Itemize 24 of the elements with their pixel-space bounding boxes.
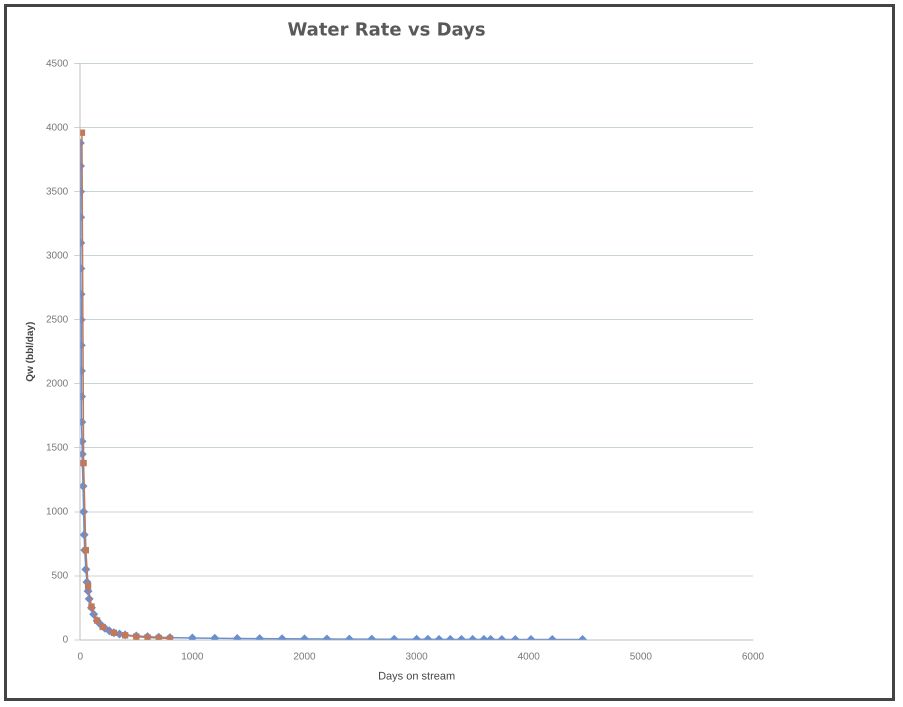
x-tick-label: 5000: [630, 652, 652, 663]
y-tick-label: 0: [62, 634, 69, 646]
y-axis-title: Qw (bbl/day): [24, 322, 36, 382]
y-tick-label: 500: [52, 570, 69, 582]
y-tick-label: 1000: [46, 506, 69, 518]
x-tick-label: 4000: [518, 652, 540, 663]
point: [84, 582, 92, 590]
point: [80, 130, 86, 136]
x-axis-title: Days on stream: [378, 670, 456, 682]
x-tick-label: 3000: [406, 652, 428, 663]
y-tick-label: 4000: [46, 122, 69, 134]
y-tick-label: 4500: [46, 58, 69, 70]
y-tick-label: 3500: [46, 186, 69, 198]
x-tick-label: 2000: [293, 652, 316, 663]
x-tick-label: 0: [77, 652, 84, 663]
y-tick-label: 3000: [46, 250, 69, 262]
y-tick-label: 1500: [46, 442, 69, 454]
x-tick-label: 6000: [742, 652, 765, 663]
y-tick-label: 2500: [46, 314, 69, 326]
chart-title: Water Rate vs Days: [287, 19, 486, 40]
y-tick-label: 2000: [46, 378, 69, 390]
point: [99, 624, 106, 630]
x-tick-label: 1000: [181, 652, 204, 663]
point: [82, 546, 90, 554]
